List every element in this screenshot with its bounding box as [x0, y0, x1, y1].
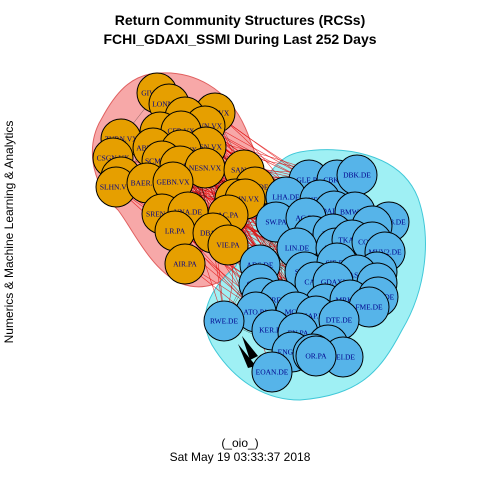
node-label: SW.PA: [265, 218, 287, 227]
node-community-2: OR.PA: [295, 335, 337, 377]
node-label: DAI.DE: [321, 207, 347, 216]
node-label: RWE.DE: [210, 317, 239, 326]
edge-arrowhead: [242, 336, 258, 360]
node-label: BAER.VX: [131, 179, 164, 188]
node-label: BMW.DE: [340, 208, 370, 217]
node-layer: GIVN.VXLONN.VXROG.VXSIK.VXNOVN.VXSSMIZUR…: [92, 72, 410, 393]
node-label: LHN.VX: [231, 195, 260, 204]
edge-arrowhead: [238, 344, 256, 368]
node-community-1: VIE.PA: [207, 224, 249, 266]
node-label: GEBN.VX: [156, 178, 190, 187]
node-label: LR.PA: [165, 227, 186, 236]
plot-subtitle: FCHI_GDAXI_SSMI During Last 252 Days: [103, 31, 377, 47]
node-label: GLE.PA: [296, 176, 322, 185]
node-label: LHA.DE: [272, 193, 300, 202]
node-community-2: EOAN.DE: [251, 351, 293, 393]
node-label: FME.DE: [355, 303, 383, 312]
node-label: EOAN.DE: [256, 368, 289, 377]
node-label: KER.PA: [259, 326, 285, 335]
node-label: SAP.DE: [304, 312, 329, 321]
node-label: AC.PA: [217, 211, 239, 220]
node-label: NESN.VX: [189, 164, 222, 173]
node-label: LIN.DE: [285, 244, 310, 253]
node-label: BAS.DE: [344, 271, 371, 280]
plot-title: Return Community Structures (RCSs): [114, 12, 366, 28]
node-label: SGSN.VX: [190, 143, 222, 152]
node-label: GDAXI: [321, 278, 346, 287]
node-circle: [207, 224, 249, 266]
node-circle: [164, 243, 206, 285]
node-label: MUV2.DE: [368, 248, 402, 257]
node-circle: [203, 300, 245, 342]
node-label: DTE.DE: [326, 316, 353, 325]
node-circle: [295, 335, 337, 377]
node-label: NOVN.VX: [188, 122, 223, 131]
footer-timestamp: Sat May 19 03:33:37 2018: [169, 450, 311, 464]
node-label: BEI.DE: [331, 353, 355, 362]
node-community-1: AIR.PA: [164, 243, 206, 285]
node-circle: [251, 351, 293, 393]
node-label: ZURN.VX: [104, 135, 138, 144]
node-label: VIE.PA: [216, 241, 240, 250]
node-community-2: RWE.DE: [203, 300, 245, 342]
node-label: DBK.DE: [343, 171, 371, 180]
node-label: CSGN.VX: [97, 154, 130, 163]
node-community-2: DBK.DE: [336, 154, 378, 196]
node-label: SLHN.VX: [100, 183, 133, 192]
footer-signature: (_oio_): [221, 436, 259, 450]
node-label: AIR.PA: [173, 260, 197, 269]
node-label: SREN.VX: [146, 210, 178, 219]
node-label: ATO.PA: [243, 308, 269, 317]
node-label: ENGI.PA: [278, 348, 307, 357]
node-label: VNA.DE: [174, 208, 203, 217]
node-label: OR.PA: [305, 352, 327, 361]
